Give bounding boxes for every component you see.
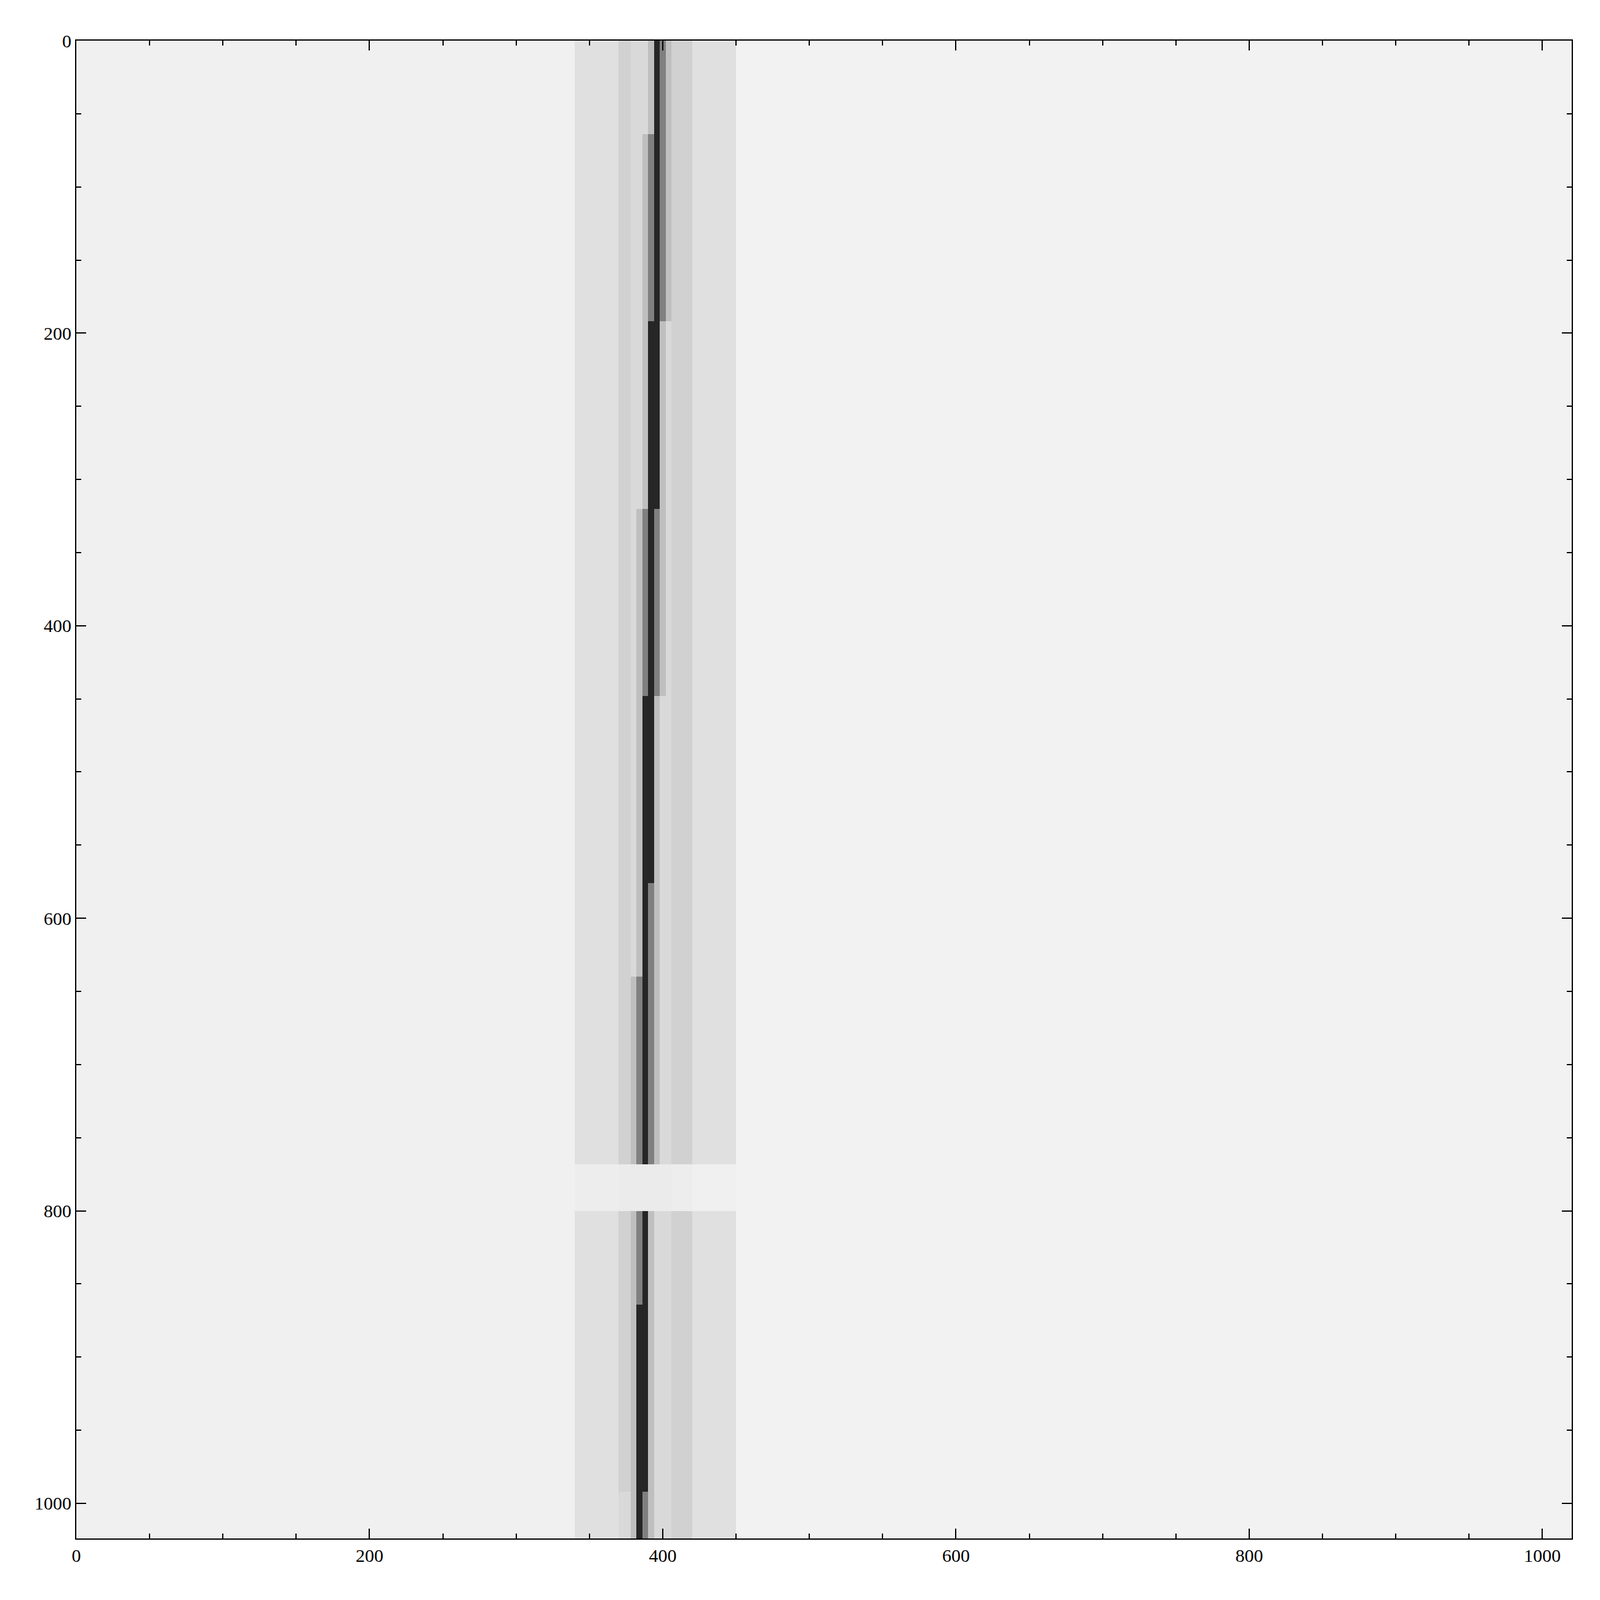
svg-text:1000: 1000 [1523,1545,1561,1566]
svg-text:800: 800 [43,1200,72,1221]
svg-text:0: 0 [62,30,72,52]
svg-text:200: 200 [355,1545,384,1566]
svg-text:800: 800 [1235,1545,1263,1566]
svg-text:600: 600 [942,1545,970,1566]
svg-text:400: 400 [43,615,72,636]
svg-text:200: 200 [43,323,72,344]
svg-text:1000: 1000 [34,1492,72,1514]
svg-text:600: 600 [43,908,72,929]
svg-text:0: 0 [72,1545,82,1566]
svg-text:400: 400 [648,1545,677,1566]
